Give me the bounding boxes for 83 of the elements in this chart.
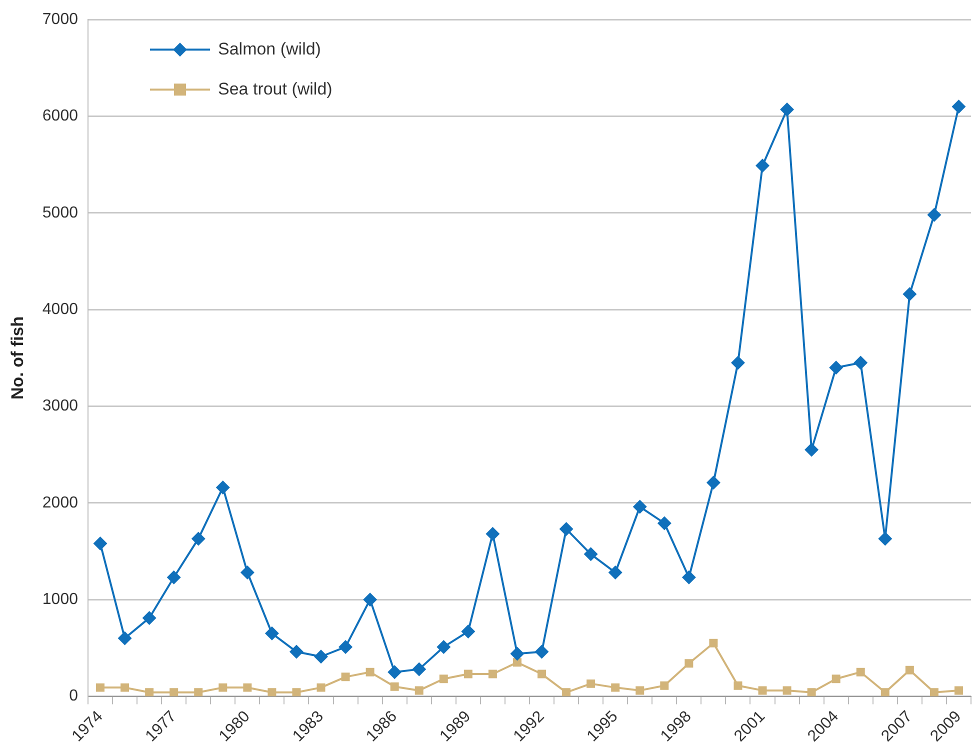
y-axis-title: No. of fish	[8, 316, 27, 400]
point	[341, 672, 350, 682]
point	[486, 526, 500, 541]
point	[880, 688, 890, 696]
y-tick-label: 1000	[42, 590, 78, 608]
y-tick-label: 6000	[42, 108, 78, 125]
point	[316, 683, 326, 692]
point	[534, 644, 549, 659]
point	[488, 670, 497, 678]
point	[216, 480, 230, 494]
point	[93, 536, 108, 551]
point	[414, 686, 424, 695]
point	[461, 624, 476, 638]
point	[118, 631, 132, 646]
point	[756, 158, 770, 173]
point	[952, 100, 966, 114]
point	[120, 683, 130, 692]
point	[632, 500, 647, 514]
point	[338, 640, 353, 654]
point	[905, 666, 914, 674]
point	[611, 683, 620, 692]
y-tick-label: 7000	[42, 11, 78, 28]
point	[439, 674, 448, 684]
point	[96, 683, 104, 692]
point	[366, 668, 374, 676]
point	[268, 688, 276, 696]
point	[584, 547, 598, 562]
y-tick-label: 2000	[42, 494, 78, 512]
point	[930, 688, 938, 696]
point	[856, 668, 865, 676]
y-tick-label: 3000	[42, 398, 78, 415]
point	[562, 688, 571, 696]
point	[412, 662, 426, 676]
point	[314, 650, 328, 664]
point	[243, 683, 252, 692]
point	[292, 688, 301, 696]
point	[142, 610, 156, 625]
point	[657, 516, 672, 530]
point	[660, 681, 669, 690]
point	[538, 670, 546, 678]
point	[166, 570, 181, 584]
point	[734, 681, 742, 690]
point	[706, 476, 720, 490]
point	[363, 592, 378, 607]
point	[170, 688, 178, 696]
point	[730, 356, 745, 370]
point	[388, 665, 402, 680]
point	[436, 640, 451, 654]
point	[194, 688, 203, 696]
point	[709, 638, 718, 648]
point	[145, 688, 154, 696]
point	[954, 686, 963, 695]
point	[829, 360, 844, 375]
point	[684, 659, 694, 668]
point	[240, 566, 254, 580]
point	[464, 670, 472, 678]
point	[510, 646, 524, 661]
legend-label: Salmon (wild)	[218, 39, 321, 58]
point	[758, 686, 767, 695]
point	[218, 683, 228, 692]
point	[927, 208, 942, 222]
point	[832, 674, 840, 684]
point	[390, 682, 399, 691]
point	[902, 287, 917, 302]
point	[854, 356, 868, 370]
point	[780, 102, 794, 116]
legend-label: Sea trout (wild)	[218, 79, 332, 98]
point	[264, 626, 279, 640]
point	[807, 688, 816, 696]
point	[636, 686, 644, 695]
point	[586, 679, 596, 688]
point	[512, 658, 522, 667]
point	[878, 532, 892, 546]
point	[608, 566, 622, 580]
point	[804, 442, 819, 457]
point	[682, 570, 696, 584]
point	[191, 532, 206, 546]
point	[289, 644, 304, 659]
y-tick-label: 0	[69, 688, 78, 705]
y-tick-label: 5000	[42, 204, 78, 222]
point	[782, 686, 792, 695]
y-tick-label: 4000	[42, 301, 78, 318]
point	[559, 522, 574, 536]
